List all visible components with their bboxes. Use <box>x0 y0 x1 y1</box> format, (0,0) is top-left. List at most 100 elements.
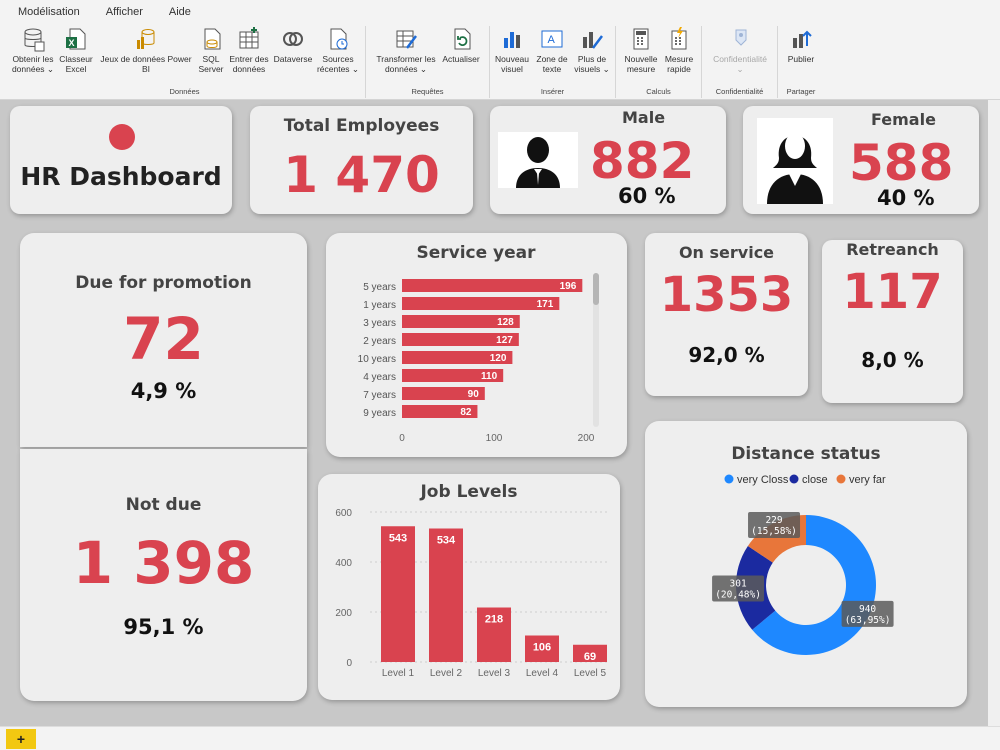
transform-data-icon <box>396 30 417 49</box>
ribbon-group-inserer: Nouveau visuel A Zone de texte Plus de v… <box>490 26 616 98</box>
job-levels-y-tick: 600 <box>335 508 352 519</box>
database-icon <box>24 28 45 52</box>
report-canvas: HR Dashboard Total Employees 1 470 Male … <box>0 100 988 726</box>
title-card[interactable]: HR Dashboard <box>10 106 232 214</box>
job-levels-category-label: Level 2 <box>430 668 463 679</box>
service-year-bar[interactable] <box>402 351 513 364</box>
ribbon-group-requetes: Transformer les données ⌄ Actualiser Req… <box>366 26 490 98</box>
service-year-bar[interactable] <box>402 279 583 292</box>
obtenir-donnees-button[interactable]: Obtenir les données ⌄ <box>10 26 56 74</box>
job-levels-data-label: 543 <box>389 532 407 544</box>
mesure-rapide-button[interactable]: Mesure rapide <box>660 26 698 74</box>
female-value: 588 <box>849 134 954 192</box>
not-due-percentage: 95,1 % <box>123 615 204 639</box>
confidentialite-button[interactable]: Confidentialité ⌄ <box>706 26 774 74</box>
zone-texte-button[interactable]: A Zone de texte <box>532 26 572 74</box>
sources-recentes-button[interactable]: Sources récentes ⌄ <box>314 26 362 74</box>
retrench-label: Retreanch <box>846 240 939 259</box>
actualiser-button[interactable]: Actualiser <box>438 26 484 64</box>
service-year-bar[interactable] <box>402 369 504 382</box>
female-card[interactable]: Female 588 40 % <box>743 106 979 214</box>
service-year-data-label: 127 <box>496 335 513 346</box>
service-year-data-label: 120 <box>490 353 507 364</box>
legend-label[interactable]: close <box>802 474 828 486</box>
vertical-scrollbar[interactable] <box>988 100 1000 726</box>
job-levels-chart[interactable]: Job Levels 0 200 400 600 543 Level 1 534 Level … <box>318 474 620 700</box>
refresh-icon <box>454 28 471 50</box>
job-levels-bar[interactable] <box>429 528 463 663</box>
job-levels-bar[interactable] <box>525 635 559 663</box>
not-due-card[interactable]: Not due 1 398 95,1 % <box>20 449 307 701</box>
not-due-label: Not due <box>125 495 202 515</box>
legend-marker-2 <box>836 474 846 484</box>
retrench-card[interactable]: Retreanch 117 8,0 % <box>822 240 963 403</box>
entrer-donnees-button[interactable]: Entrer des données <box>226 26 272 74</box>
nouveau-visuel-button[interactable]: Nouveau visuel <box>492 26 532 74</box>
sensitivity-icon <box>735 29 747 46</box>
more-visuals-icon <box>583 32 603 49</box>
menu-modelisation[interactable]: Modélisation <box>18 6 80 18</box>
service-year-card[interactable]: Service year 5 years 196 1 years 171 3 years… <box>326 233 627 457</box>
group-label-donnees: Données <box>169 87 200 96</box>
job-levels-data-label: 218 <box>485 614 503 626</box>
job-levels-bar[interactable] <box>381 526 415 662</box>
group-label-inserer: Insérer <box>540 87 565 96</box>
service-year-x-tick: 0 <box>399 433 405 444</box>
male-avatar <box>498 132 578 188</box>
ribbon-group-donnees: Obtenir les données ⌄ X Classeur Excel J… <box>4 26 366 98</box>
male-card[interactable]: Male 882 60 % <box>490 106 726 214</box>
publier-button[interactable]: Publier <box>780 26 822 64</box>
service-year-chart[interactable]: Service year 5 years 196 1 years 171 3 years… <box>326 233 627 457</box>
service-year-category-label: 10 years <box>358 354 396 365</box>
on-service-card[interactable]: On service 1353 92,0 % <box>645 233 808 396</box>
total-employees-card[interactable]: Total Employees 1 470 <box>250 106 473 214</box>
classeur-excel-button[interactable]: X Classeur Excel <box>58 26 94 74</box>
jeux-donnees-powerbi-button[interactable]: Jeux de données Power BI <box>94 26 198 74</box>
due-promotion-card[interactable]: Due for promotion 72 4,9 % <box>20 233 307 447</box>
menu-afficher[interactable]: Afficher <box>105 6 143 18</box>
legend-label[interactable]: very Closs <box>737 474 789 486</box>
job-levels-y-tick: 400 <box>335 558 352 569</box>
on-service-label: On service <box>678 243 775 262</box>
scrollbar-thumb[interactable] <box>593 273 599 305</box>
total-employees-label: Total Employees <box>283 116 440 136</box>
job-levels-category-label: Level 3 <box>478 668 511 679</box>
plus-visuels-button[interactable]: Plus de visuels ⌄ <box>572 26 612 74</box>
service-year-bar[interactable] <box>402 315 520 328</box>
ribbon-group-calculs: Nouvelle mesure Mesure rapide Calculs <box>616 26 702 98</box>
service-year-bar[interactable] <box>402 333 519 346</box>
dataverse-button[interactable]: Dataverse <box>270 26 316 64</box>
male-value: 882 <box>590 132 695 190</box>
job-levels-bar[interactable] <box>477 607 511 663</box>
publish-icon <box>793 30 812 48</box>
due-promotion-percentage: 4,9 % <box>130 379 197 403</box>
service-year-bar[interactable] <box>402 297 560 310</box>
svg-text:X: X <box>69 38 75 48</box>
female-avatar <box>757 118 833 204</box>
recent-sources-icon <box>330 28 348 50</box>
service-year-data-label: 110 <box>481 371 498 382</box>
ribbon-group-confidentialite: Confidentialité ⌄ Confidentialité <box>702 26 778 98</box>
service-year-category-label: 5 years <box>363 282 396 293</box>
add-page-button[interactable]: + <box>6 729 36 749</box>
distance-status-chart[interactable]: Distance status very Closs close very far … <box>645 421 967 707</box>
on-service-percentage: 92,0 % <box>688 343 765 367</box>
due-promotion-value: 72 <box>123 305 204 373</box>
service-year-bar[interactable] <box>402 387 485 400</box>
scrollbar-track[interactable] <box>593 273 599 427</box>
job-levels-y-tick: 0 <box>346 658 352 669</box>
transformer-donnees-button[interactable]: Transformer les données ⌄ <box>370 26 442 74</box>
nouvelle-mesure-button[interactable]: Nouvelle mesure <box>620 26 662 74</box>
donut-data-label-box <box>748 511 801 538</box>
sql-server-button[interactable]: SQL Server <box>196 26 226 74</box>
job-levels-card[interactable]: Job Levels 0 200 400 600 543 Level 1 534 Level … <box>318 474 620 700</box>
on-service-value: 1353 <box>659 267 794 323</box>
service-year-x-tick: 100 <box>486 433 503 444</box>
service-year-category-label: 1 years <box>363 300 396 311</box>
menu-aide[interactable]: Aide <box>168 6 191 18</box>
service-year-bar[interactable] <box>402 405 478 418</box>
sql-server-icon <box>204 28 221 50</box>
distance-status-card[interactable]: Distance status very Closs close very far … <box>645 421 967 707</box>
job-levels-bar[interactable] <box>573 644 607 662</box>
legend-label[interactable]: very far <box>849 474 886 486</box>
